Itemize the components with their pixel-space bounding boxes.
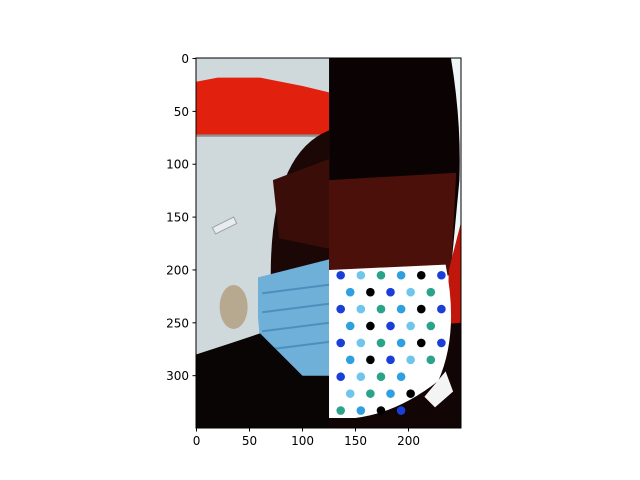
mask-dot <box>396 304 406 314</box>
y-tick-label: 0 <box>181 52 189 66</box>
mask-dot <box>376 270 386 280</box>
mask-dot <box>386 287 395 297</box>
mask-dot <box>345 355 355 365</box>
mask-dot <box>406 321 415 331</box>
mask-dot <box>396 372 406 382</box>
mask-strap <box>424 371 454 408</box>
mask-dot <box>366 287 375 297</box>
mask-dot <box>386 321 395 331</box>
mask-pleat <box>262 283 330 295</box>
mask-dot <box>356 270 366 280</box>
right-half <box>329 58 461 428</box>
x-axis: 0 50 100 150 200 <box>193 428 420 448</box>
red-band <box>196 77 329 135</box>
mask-dot <box>426 321 436 331</box>
mask-dot <box>366 389 375 398</box>
mask-dot <box>416 338 426 348</box>
band-edge <box>196 134 330 137</box>
mask-dot <box>396 338 406 348</box>
mask-dot <box>336 338 345 348</box>
mask-dot <box>336 304 345 314</box>
face-right <box>329 172 457 286</box>
mask-dot <box>376 406 386 415</box>
wall-stain <box>219 284 248 329</box>
y-tick-label: 200 <box>166 263 189 277</box>
mask-dot <box>345 287 355 297</box>
mask-dot <box>376 372 386 382</box>
y-tick-label: 150 <box>166 211 189 225</box>
x-tick-label: 200 <box>397 434 420 448</box>
mask-dot <box>386 389 395 398</box>
x-tick-label: 150 <box>344 434 367 448</box>
y-tick-label: 300 <box>166 369 189 383</box>
mask-dot <box>356 372 366 382</box>
axes-frame <box>195 57 462 429</box>
mask-dot <box>356 338 366 348</box>
mask-dot <box>366 321 375 331</box>
shirt-left <box>196 333 329 428</box>
y-axis: 0 50 100 150 200 250 300 <box>166 52 196 383</box>
mask-dot <box>356 406 366 415</box>
mask-dot <box>426 287 436 297</box>
mask-dot <box>426 355 436 365</box>
face-left <box>272 159 329 249</box>
mask-dot <box>336 270 345 280</box>
mask-dot <box>376 338 386 348</box>
mask-dot <box>416 270 426 280</box>
mask-dot <box>437 270 446 280</box>
mask-dot <box>336 372 345 382</box>
mask-pleat <box>262 321 330 333</box>
x-tick-label: 50 <box>242 434 257 448</box>
mask-dot <box>437 338 446 348</box>
mask-dot <box>386 355 395 365</box>
mask-dot <box>406 389 415 398</box>
left-half <box>196 58 330 428</box>
y-tick-label: 50 <box>174 105 189 119</box>
mask-dot <box>396 406 406 415</box>
mask-dot <box>437 304 446 314</box>
mask-dot <box>366 355 375 365</box>
mask-dot <box>345 389 355 398</box>
y-tick-label: 250 <box>166 316 189 330</box>
masked-face-image <box>196 58 461 428</box>
y-tick-label: 100 <box>166 158 189 172</box>
mask-dot <box>406 287 415 297</box>
mask-dot <box>376 304 386 314</box>
mask-pleat <box>262 302 330 314</box>
mask-dot <box>406 355 415 365</box>
mask-dot <box>396 270 406 280</box>
mask-dot <box>416 304 426 314</box>
x-tick-label: 0 <box>193 434 201 448</box>
wall-fixture <box>211 216 238 235</box>
mask-dot <box>336 406 345 415</box>
mask-dot <box>356 304 366 314</box>
mask-dot <box>345 321 355 331</box>
x-tick-label: 100 <box>291 434 314 448</box>
